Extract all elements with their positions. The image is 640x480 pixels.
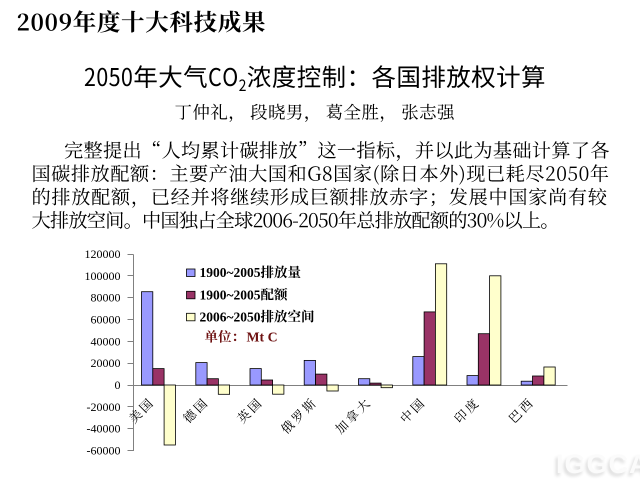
svg-text:60000: 60000 — [91, 313, 121, 327]
svg-text:20000: 20000 — [91, 356, 121, 370]
svg-text:-60000: -60000 — [87, 444, 121, 458]
svg-text:-40000: -40000 — [87, 422, 121, 436]
svg-text:100000: 100000 — [85, 269, 121, 283]
svg-text:40000: 40000 — [91, 334, 121, 348]
svg-text:-20000: -20000 — [87, 400, 121, 414]
svg-text:2006~2050: 2006~2050 — [200, 309, 261, 324]
svg-text:Mt C: Mt C — [247, 330, 278, 345]
svg-text:0: 0 — [115, 378, 121, 392]
svg-text:1900~2005: 1900~2005 — [200, 265, 261, 280]
svg-text:1900~2005: 1900~2005 — [200, 287, 261, 302]
svg-text:120000: 120000 — [85, 247, 121, 261]
svg-text:80000: 80000 — [91, 291, 121, 305]
